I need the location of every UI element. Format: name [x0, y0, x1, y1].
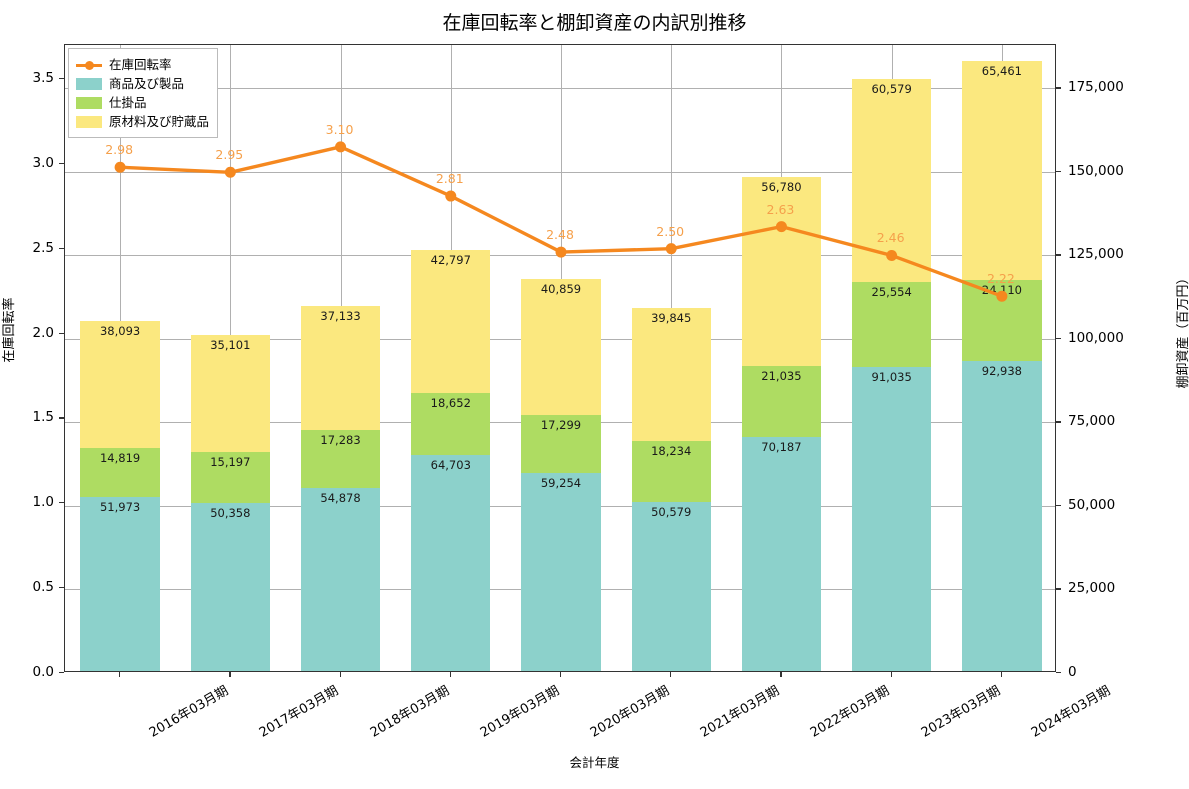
bar-segment[interactable]: 92,938	[962, 360, 1042, 671]
x-axis-tick-label: 2018年03月期	[367, 683, 452, 741]
legend-swatch-icon	[76, 96, 102, 109]
tick-mark	[1000, 672, 1003, 677]
inventory-turnover-line	[114, 141, 1008, 302]
x-axis-tick-label: 2023年03月期	[918, 683, 1003, 741]
line-value-label: 2.48	[546, 227, 574, 243]
line-marker[interactable]	[114, 161, 126, 173]
x-axis-label: 会計年度	[569, 755, 620, 770]
x-axis-tick-label: 2017年03月期	[257, 683, 342, 741]
tick-mark	[560, 672, 562, 677]
legend-label: 原材料及び貯蔵品	[109, 114, 210, 129]
x-axis-tick-label: 2022年03月期	[808, 683, 893, 741]
tick-mark	[449, 672, 451, 677]
legend-item[interactable]: 仕掛品	[76, 93, 209, 112]
tick-mark	[229, 672, 231, 677]
line-marker[interactable]	[775, 221, 787, 233]
legend-swatch-icon	[76, 115, 102, 128]
line-value-label: 2.50	[656, 223, 685, 239]
y-axis-right-label: 棚卸資産（百万円）	[1176, 271, 1189, 389]
tick-mark	[890, 672, 892, 677]
y-axis-left-tick: 0.5	[32, 579, 54, 596]
tick-mark	[1056, 170, 1061, 173]
line-path	[118, 145, 1004, 298]
plot-area: 51,973 14,819 38,093 50,358 15,197 35,101 54,8…	[64, 44, 1056, 672]
gridline	[65, 88, 1055, 90]
bar-segment[interactable]: 50,579	[631, 502, 711, 671]
tick-mark	[59, 587, 64, 589]
legend-label: 在庫回転率	[109, 57, 172, 72]
bar-segment[interactable]: 65,461	[962, 61, 1042, 281]
tick-mark	[1056, 421, 1061, 423]
bar-segment[interactable]: 35,101	[190, 334, 270, 453]
tick-mark	[119, 672, 121, 677]
line-marker[interactable]	[665, 243, 677, 255]
bar-segment[interactable]: 70,187	[741, 436, 822, 671]
bar-segment[interactable]: 91,035	[851, 366, 932, 671]
y-axis-left-tick: 0.0	[32, 664, 54, 680]
line-marker[interactable]	[335, 141, 347, 153]
tick-mark	[1056, 254, 1061, 256]
tick-mark	[59, 77, 64, 80]
y-axis-left-tick: 1.0	[32, 494, 54, 511]
line-marker[interactable]	[555, 246, 567, 258]
bar-segment[interactable]: 15,197	[190, 452, 270, 503]
tick-mark	[670, 672, 672, 677]
y-axis-left-tick: 3.5	[32, 69, 54, 86]
tick-mark	[59, 502, 64, 504]
tick-mark	[1056, 87, 1061, 89]
line-value-label: 3.10	[325, 121, 354, 137]
legend-label: 商品及び製品	[109, 76, 185, 91]
line-marker[interactable]	[996, 290, 1008, 302]
gridline	[65, 171, 1055, 173]
legend-item[interactable]: 在庫回転率	[76, 55, 209, 74]
line-value-label: 2.63	[766, 201, 795, 217]
tick-mark	[59, 247, 64, 249]
y-axis-left-tick: 2.5	[32, 239, 54, 256]
line-marker[interactable]	[224, 166, 236, 178]
x-axis-tick-label: 2020年03月期	[587, 683, 673, 741]
legend-line-icon	[76, 59, 102, 71]
tick-mark	[59, 162, 64, 164]
line-value-label: 2.98	[105, 142, 134, 158]
legend-swatch-icon	[76, 77, 102, 90]
legend-item[interactable]: 商品及び製品	[76, 74, 209, 93]
line-value-label: 2.46	[876, 230, 905, 246]
legend-label: 仕掛品	[109, 95, 147, 110]
y-axis-left-tick: 3.0	[32, 154, 54, 171]
y-axis-left-tick: 2.0	[32, 324, 54, 341]
line-value-label: 2.81	[435, 171, 464, 187]
tick-mark	[59, 672, 64, 674]
x-axis-tick-label: 2019年03月期	[477, 683, 562, 741]
tick-mark	[1056, 504, 1061, 507]
x-axis-tick-label: 2021年03月期	[698, 683, 783, 741]
tick-mark	[59, 417, 64, 419]
chart-legend: 在庫回転率商品及び製品 仕掛品原材料及び貯蔵品	[68, 48, 219, 138]
x-axis-tick-label: 2016年03月期	[146, 683, 232, 741]
chart-title: 在庫回転率と棚卸資産の内訳別推移	[442, 12, 747, 34]
tick-mark	[1056, 588, 1061, 590]
bar-segment[interactable]: 39,845	[631, 308, 711, 442]
line-marker[interactable]	[886, 249, 898, 261]
line-marker[interactable]	[445, 190, 457, 202]
tick-mark	[1056, 337, 1061, 340]
tick-mark	[339, 672, 341, 677]
x-axis-tick-label: 2024年03月期	[1028, 683, 1114, 741]
y-axis-left-tick: 1.5	[32, 409, 54, 426]
line-value-label: 2.95	[215, 147, 244, 163]
bar-segment[interactable]: 51,973	[80, 497, 160, 671]
y-axis-left-label: 在庫回転率	[2, 297, 17, 363]
tick-mark	[780, 672, 782, 677]
legend-item[interactable]: 原材料及び貯蔵品	[76, 112, 209, 131]
tick-mark	[59, 332, 64, 334]
tick-mark	[1056, 672, 1061, 674]
line-value-label: 2.22	[986, 271, 1015, 287]
